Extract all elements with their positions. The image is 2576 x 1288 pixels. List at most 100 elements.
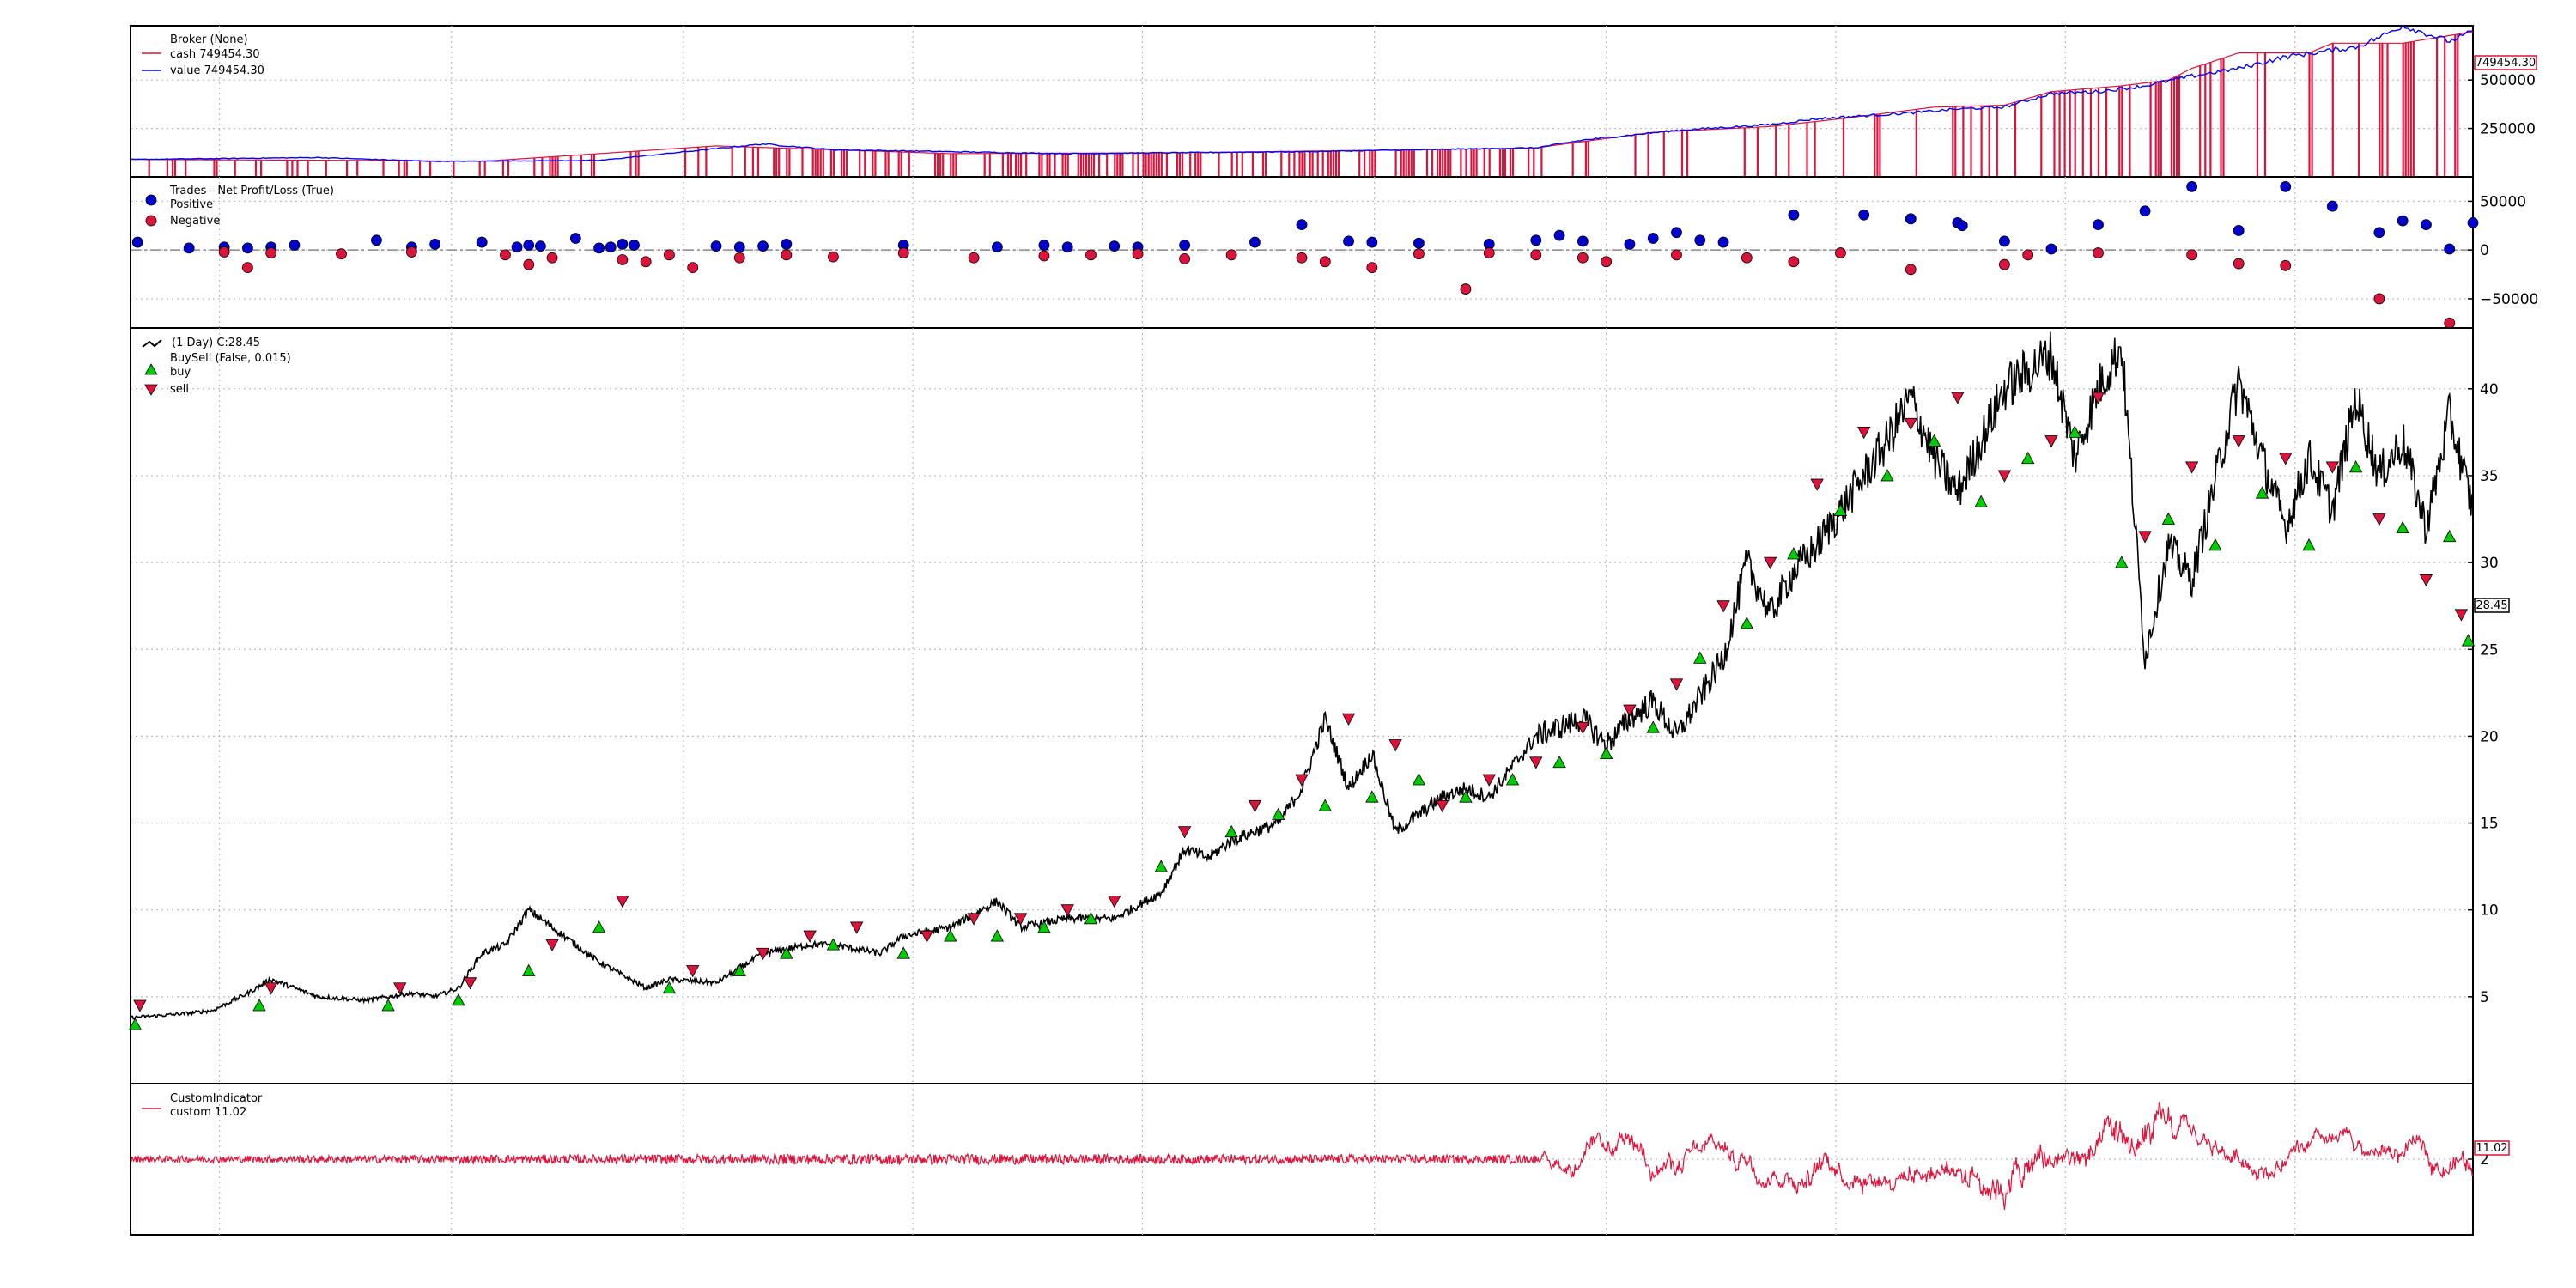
- trade-negative-point: [1671, 249, 1682, 261]
- trade-positive-point: [1343, 235, 1354, 247]
- price-series: [128, 331, 2476, 1030]
- trade-positive-point: [2139, 205, 2151, 217]
- y-tick-label: 30: [2480, 555, 2499, 572]
- trade-positive-point: [1694, 234, 1706, 246]
- buy-marker: [780, 946, 793, 959]
- trades-panel: 50000 0 −50000 Trades - Net Profit/Loss (T…: [130, 176, 2538, 329]
- trade-positive-point: [2233, 225, 2245, 236]
- sell-marker: [616, 896, 629, 908]
- trade-positive-point: [1577, 235, 1589, 247]
- sell-marker: [1177, 826, 1192, 839]
- broker-last-value-box: [2474, 55, 2537, 70]
- broker-last-value-label: 749454.30: [2476, 57, 2536, 70]
- trade-positive-point: [371, 234, 382, 246]
- trades-legend-positive-label: Positive: [170, 198, 213, 211]
- buy-marker: [252, 999, 266, 1012]
- sell-marker: [967, 913, 981, 926]
- trade-positive-point: [2467, 216, 2479, 228]
- sell-marker: [1951, 392, 1965, 404]
- trade-positive-point: [2093, 219, 2104, 231]
- trade-negative-point: [2022, 249, 2034, 261]
- broker-y-axis: 250000 500000: [2468, 72, 2536, 138]
- indicator-last-value-box: [2474, 1140, 2510, 1156]
- sell-marker: [1060, 904, 1074, 917]
- trade-negative-point: [1319, 256, 1331, 268]
- y-tick-label: 40: [2480, 381, 2499, 398]
- sell-marker: [1436, 799, 1449, 813]
- trade-negative-point: [1530, 249, 1542, 261]
- buy-marker: [2208, 538, 2222, 551]
- sell-marker: [1576, 721, 1590, 735]
- sell-marker: [850, 921, 864, 934]
- y-tick-label: 35: [2480, 468, 2499, 485]
- trade-positive-point: [1647, 233, 1659, 244]
- y-tick-label: 50000: [2480, 193, 2526, 210]
- trade-positive-point: [535, 240, 546, 252]
- trade-negative-point: [1296, 252, 1308, 264]
- price-last-value-tag: 28.45: [2474, 598, 2510, 613]
- trade-negative-point: [2186, 249, 2198, 261]
- buy-marker: [1787, 547, 1801, 560]
- trade-negative-point: [1998, 258, 2010, 270]
- price-legend-buy-marker: [144, 363, 158, 375]
- sell-marker: [803, 930, 817, 943]
- trade-negative-point: [1179, 252, 1190, 264]
- trade-positive-point: [2280, 180, 2292, 192]
- trade-positive-point: [1956, 220, 1968, 232]
- sell-marker: [2279, 453, 2293, 465]
- buy-marker: [1224, 824, 1238, 838]
- trade-negative-point: [1741, 252, 1753, 264]
- buy-marker: [1880, 469, 1894, 482]
- sell-marker: [686, 965, 700, 978]
- trade-negative-point: [1460, 283, 1472, 295]
- price-legend-line-swatch: [142, 339, 162, 348]
- sell-marker: [756, 947, 770, 961]
- trade-negative-point: [2093, 247, 2104, 258]
- sell-marker: [1669, 678, 1684, 691]
- sell-marker: [2419, 574, 2433, 587]
- trade-positive-point: [781, 238, 793, 250]
- indicator-last-value-tag: 11.02: [2474, 1140, 2510, 1156]
- price-legend-buy-label: buy: [170, 366, 191, 379]
- trade-negative-point: [687, 262, 699, 274]
- y-tick-label: −50000: [2480, 291, 2538, 308]
- trade-positive-point: [1905, 213, 1917, 225]
- trade-negative-point: [1788, 256, 1800, 268]
- buy-marker: [128, 1018, 143, 1030]
- trade-negative-point: [640, 256, 652, 268]
- trades-points: [131, 180, 2479, 329]
- trade-negative-point: [2233, 258, 2245, 270]
- trade-positive-point: [1366, 236, 1378, 248]
- trade-negative-point: [1483, 247, 1495, 258]
- trades-y-axis: 50000 0 −50000: [2468, 193, 2538, 308]
- y-tick-label: 20: [2480, 728, 2499, 745]
- sell-marker: [1529, 756, 1543, 769]
- indicator-y-axis: 2: [2468, 1151, 2489, 1169]
- trade-positive-point: [289, 240, 301, 251]
- sell-marker: [1904, 417, 1917, 431]
- buy-marker: [2161, 512, 2176, 525]
- sell-marker: [133, 999, 147, 1012]
- indicator-last-value-label: 11.02: [2476, 1142, 2507, 1155]
- buy-marker: [1740, 617, 1753, 629]
- trade-negative-point: [781, 249, 793, 261]
- trade-negative-point: [1835, 247, 1846, 258]
- buy-marker: [1552, 755, 1566, 769]
- trade-negative-point: [733, 252, 745, 264]
- broker-last-value-tag: 749454.30: [2474, 55, 2537, 70]
- trades-legend: Trades - Net Profit/Loss (True) Positive…: [145, 185, 334, 228]
- price-last-value-box: [2474, 598, 2510, 613]
- custom-indicator-line: [130, 1101, 2474, 1210]
- buy-marker: [1693, 651, 1707, 664]
- buy-marker: [896, 946, 910, 959]
- trades-legend-positive-marker: [145, 194, 157, 206]
- trade-positive-point: [183, 242, 195, 254]
- trades-legend-negative-marker: [145, 215, 157, 227]
- buy-marker: [1318, 799, 1332, 811]
- sell-marker: [2325, 461, 2339, 474]
- buy-marker: [2115, 556, 2129, 568]
- trade-negative-point: [1601, 256, 1613, 268]
- trade-negative-point: [897, 247, 909, 258]
- indicator-panel: 2 11.02 CustomIndicator custom 11.02: [130, 1083, 2510, 1236]
- trade-negative-point: [218, 246, 230, 258]
